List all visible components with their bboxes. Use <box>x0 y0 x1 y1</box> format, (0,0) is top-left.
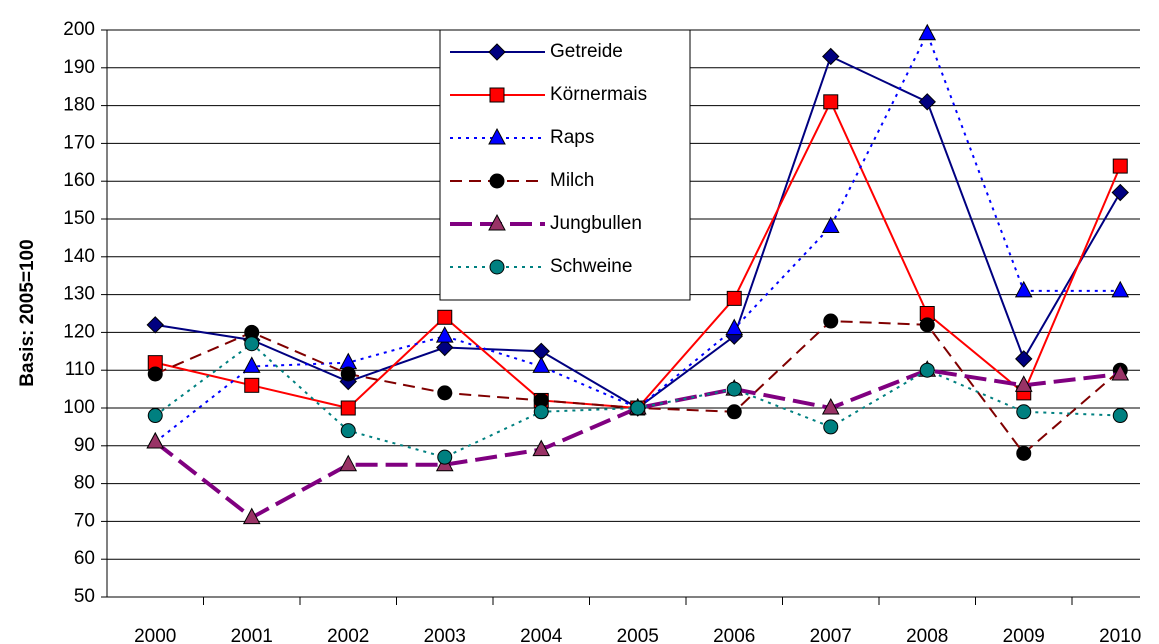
marker <box>1112 408 1128 424</box>
marker <box>823 94 839 110</box>
legend-label: Milch <box>550 170 594 191</box>
x-tick-label: 2004 <box>520 626 563 644</box>
x-tick-label: 2002 <box>327 626 369 644</box>
marker <box>823 313 839 329</box>
y-tick-label: 140 <box>63 246 95 267</box>
y-tick-label: 200 <box>63 19 95 40</box>
legend: Getreide Körnermais Raps Milch Jungbullen Sch… <box>439 29 691 301</box>
marker <box>533 404 549 420</box>
legend-label: Körnermais <box>550 84 647 105</box>
x-tick-label: 2010 <box>1099 626 1141 644</box>
y-tick-label: 130 <box>63 284 95 305</box>
marker <box>147 366 163 382</box>
y-tick-label: 170 <box>63 132 95 153</box>
marker <box>532 439 551 457</box>
marker <box>244 377 260 393</box>
marker <box>339 454 358 472</box>
marker <box>244 336 260 352</box>
y-tick-label: 150 <box>63 208 95 229</box>
marker <box>726 290 742 306</box>
x-tick-label: 2007 <box>810 626 852 644</box>
marker <box>1016 445 1032 461</box>
marker <box>1111 280 1130 298</box>
marker <box>726 404 742 420</box>
marker <box>725 318 744 336</box>
marker <box>919 317 935 333</box>
legend-label: Getreide <box>550 41 623 62</box>
marker <box>1016 404 1032 420</box>
legend-label: Jungbullen <box>550 213 642 234</box>
series <box>147 313 1128 461</box>
marker <box>242 356 261 373</box>
marker <box>822 47 840 66</box>
marker <box>1111 183 1129 202</box>
marker <box>488 127 506 145</box>
marker <box>340 400 356 416</box>
marker <box>823 419 839 435</box>
marker <box>532 356 551 373</box>
marker <box>726 381 742 397</box>
x-tick-label: 2009 <box>1003 626 1045 644</box>
marker <box>1112 158 1128 174</box>
legend-box <box>439 29 691 301</box>
marker <box>436 338 454 357</box>
marker <box>918 93 936 111</box>
marker <box>147 408 163 424</box>
legend-label: Schweine <box>550 256 632 277</box>
x-tick-label: 2006 <box>713 626 755 644</box>
marker <box>435 326 454 343</box>
y-tick-label: 60 <box>74 548 95 569</box>
marker <box>488 43 506 61</box>
marker <box>489 87 505 103</box>
y-tick-label: 70 <box>74 510 95 531</box>
series-line <box>154 368 1121 521</box>
y-tick-label: 180 <box>63 95 95 116</box>
x-tick-label: 2008 <box>906 626 948 644</box>
marker <box>489 259 505 275</box>
y-tick-label: 110 <box>65 359 95 380</box>
marker <box>821 216 840 234</box>
y-tick-label: 160 <box>63 170 95 191</box>
y-tick-label: 120 <box>63 321 95 342</box>
y-axis-label: Basis: 2005=100 <box>17 239 38 386</box>
marker <box>146 316 164 334</box>
y-tick-label: 50 <box>74 586 95 607</box>
marker <box>1014 280 1033 298</box>
marker <box>437 449 453 465</box>
y-tick-label: 80 <box>74 473 95 494</box>
marker <box>630 400 646 416</box>
marker <box>489 173 505 189</box>
marker <box>1014 375 1033 392</box>
marker <box>437 385 453 401</box>
series <box>146 360 1130 525</box>
marker <box>340 423 356 439</box>
marker <box>1015 350 1033 368</box>
series-line <box>154 31 1121 443</box>
marker <box>1111 363 1130 381</box>
marker <box>919 362 935 378</box>
marker <box>437 309 453 325</box>
y-tick-label: 90 <box>74 435 95 456</box>
legend-label: Raps <box>550 127 594 148</box>
marker <box>488 213 506 231</box>
y-tick-label: 190 <box>63 57 95 78</box>
y-tick-label: 100 <box>63 397 95 418</box>
x-tick-label: 2000 <box>134 626 176 644</box>
x-tick-label: 2001 <box>231 626 273 644</box>
marker <box>821 397 840 415</box>
marker <box>340 366 356 382</box>
x-tick-label: 2003 <box>424 626 466 644</box>
marker <box>146 431 165 449</box>
marker <box>918 23 937 41</box>
series <box>147 336 1128 465</box>
marker <box>242 507 261 525</box>
x-tick-label: 2005 <box>617 626 659 644</box>
